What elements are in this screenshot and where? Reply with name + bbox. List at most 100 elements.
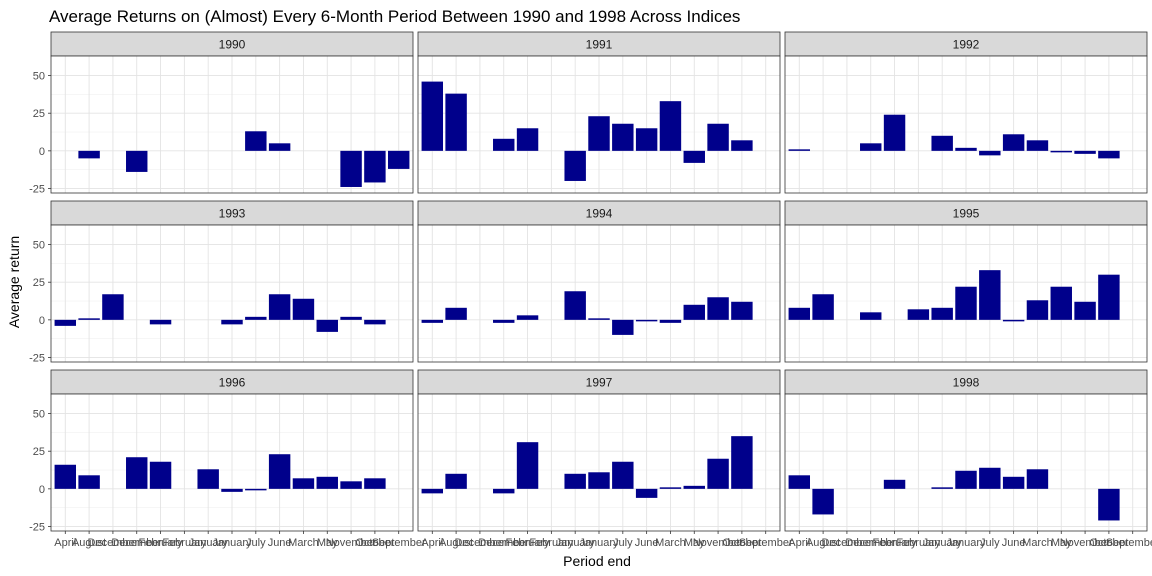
facet-strip bbox=[784, 369, 1148, 395]
x-tick-label: November bbox=[326, 537, 377, 549]
x-tick-label: September bbox=[372, 537, 426, 549]
bar bbox=[564, 150, 586, 181]
bar bbox=[612, 461, 634, 489]
bar bbox=[516, 315, 539, 320]
y-tick-label: -25 bbox=[29, 521, 45, 533]
bar bbox=[788, 475, 811, 489]
bar bbox=[149, 319, 172, 325]
bar bbox=[421, 488, 444, 494]
facet-panel: 1992 bbox=[784, 31, 1148, 194]
bar bbox=[883, 114, 906, 151]
bar bbox=[268, 143, 291, 151]
bar bbox=[1098, 150, 1120, 159]
bar bbox=[955, 147, 977, 151]
bar bbox=[149, 461, 172, 489]
bar bbox=[707, 458, 729, 489]
bar bbox=[445, 307, 467, 320]
bar bbox=[364, 478, 386, 489]
facet-panel: 1996-2502550AprilAugustDecemberDecemberF… bbox=[29, 369, 426, 549]
bar bbox=[126, 150, 148, 172]
bar bbox=[683, 304, 705, 320]
x-tick-label: December bbox=[478, 537, 529, 549]
x-axis-title: Period end bbox=[563, 553, 631, 569]
x-tick-label: April bbox=[421, 537, 443, 549]
bar bbox=[364, 150, 386, 183]
panel-border bbox=[784, 224, 1148, 363]
x-tick-label: May bbox=[684, 537, 705, 549]
bar bbox=[221, 488, 243, 492]
facet-strip-label: 1995 bbox=[953, 207, 980, 221]
bar bbox=[659, 319, 682, 323]
bar bbox=[979, 467, 1001, 489]
facet-strip-label: 1998 bbox=[953, 376, 980, 390]
y-tick-label: -25 bbox=[29, 183, 45, 195]
bar bbox=[421, 81, 444, 151]
facet-strip-label: 1990 bbox=[219, 38, 246, 52]
chart-title: Average Returns on (Almost) Every 6-Mont… bbox=[49, 7, 740, 26]
bar bbox=[78, 150, 100, 159]
bar bbox=[268, 454, 291, 489]
bar bbox=[1098, 488, 1120, 521]
x-tick-label: February bbox=[139, 537, 184, 549]
facet-panel: 1995 bbox=[784, 200, 1148, 363]
x-tick-label: January bbox=[212, 537, 252, 549]
bar bbox=[883, 479, 906, 489]
x-tick-label: June bbox=[635, 537, 659, 549]
bar bbox=[860, 312, 882, 320]
x-tick-label: July bbox=[246, 537, 266, 549]
bar bbox=[292, 298, 315, 320]
facet-strip bbox=[417, 200, 781, 226]
x-tick-label: July bbox=[980, 537, 1000, 549]
bar bbox=[1026, 300, 1049, 320]
y-tick-label: 25 bbox=[33, 108, 45, 120]
bar bbox=[683, 150, 705, 163]
facet-panel: 1994 bbox=[417, 200, 781, 363]
bar bbox=[78, 318, 100, 320]
bar bbox=[635, 128, 658, 151]
panel-border bbox=[417, 55, 781, 194]
bar bbox=[493, 138, 515, 151]
bar bbox=[1002, 134, 1025, 151]
x-tick-label: March bbox=[288, 537, 319, 549]
bar bbox=[516, 442, 539, 489]
bar bbox=[707, 123, 729, 151]
x-tick-label: August bbox=[806, 537, 840, 549]
bar bbox=[387, 150, 410, 169]
x-tick-label: November bbox=[693, 537, 744, 549]
x-tick-label: February bbox=[529, 537, 574, 549]
facet-panel: 1991 bbox=[417, 31, 781, 194]
bar bbox=[340, 150, 362, 187]
y-tick-label: 50 bbox=[33, 71, 45, 83]
bar bbox=[245, 131, 267, 151]
facet-strip-label: 1991 bbox=[586, 38, 613, 52]
bar bbox=[931, 307, 953, 320]
facet-strip bbox=[784, 31, 1148, 57]
bar bbox=[812, 488, 834, 515]
x-tick-label: December bbox=[455, 537, 506, 549]
facet-panel: 1998AprilAugustDecemberDecemberFebruaryF… bbox=[784, 369, 1152, 549]
bar bbox=[612, 319, 634, 335]
x-tick-label: May bbox=[1051, 537, 1072, 549]
x-tick-label: December bbox=[845, 537, 896, 549]
bar bbox=[197, 469, 219, 489]
x-tick-label: February bbox=[873, 537, 918, 549]
x-tick-label: September bbox=[1106, 537, 1152, 549]
bar bbox=[493, 488, 515, 494]
facet-panel: 1997AprilAugustDecemberDecemberFebruaryF… bbox=[417, 369, 793, 549]
x-tick-label: October bbox=[722, 537, 761, 549]
bar bbox=[1002, 476, 1025, 489]
bar bbox=[731, 436, 753, 489]
y-tick-label: -25 bbox=[29, 352, 45, 364]
bar bbox=[340, 481, 362, 489]
bar bbox=[445, 93, 467, 151]
facet-strip-label: 1996 bbox=[219, 376, 246, 390]
x-tick-label: September bbox=[739, 537, 793, 549]
bar bbox=[659, 101, 682, 151]
bar bbox=[340, 316, 362, 320]
bar bbox=[1074, 301, 1096, 320]
facet-strip bbox=[784, 200, 1148, 226]
bar bbox=[979, 150, 1001, 156]
bar bbox=[788, 307, 811, 320]
bar bbox=[1098, 274, 1120, 320]
x-tick-label: December bbox=[111, 537, 162, 549]
